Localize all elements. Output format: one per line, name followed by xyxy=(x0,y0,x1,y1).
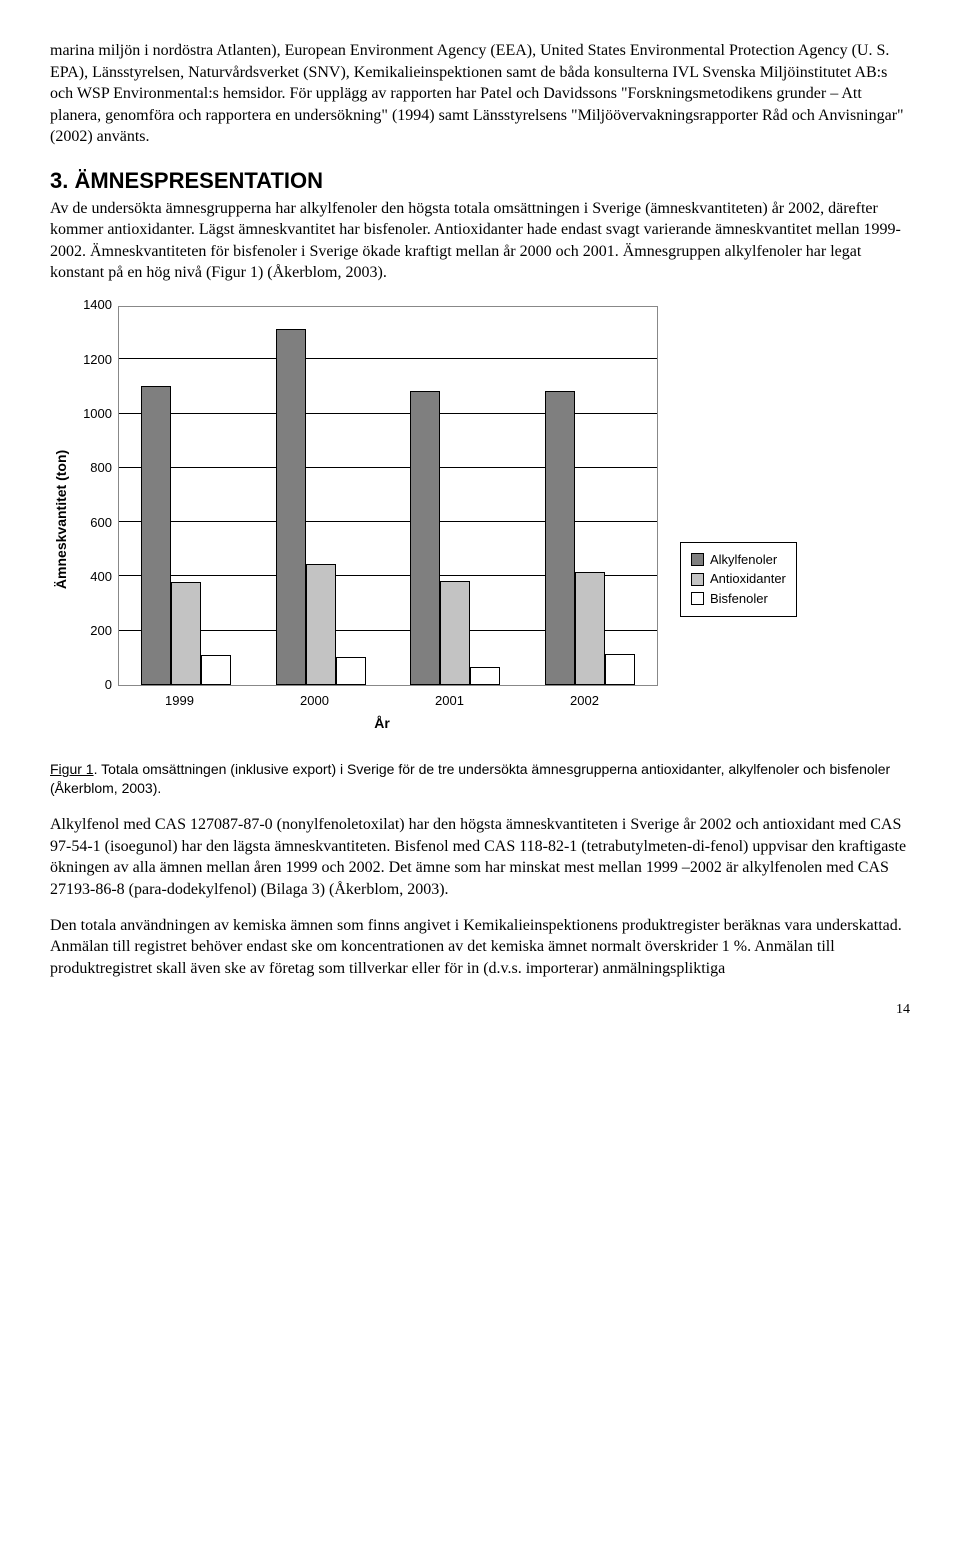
legend-label: Antioxidanter xyxy=(710,570,786,588)
bar xyxy=(575,572,605,685)
section-heading: 3. ÄMNESPRESENTATION xyxy=(50,166,910,196)
legend-swatch xyxy=(691,592,704,605)
legend-item: Antioxidanter xyxy=(691,570,786,588)
after-paragraph-1: Alkylfenol med CAS 127087-87-0 (nonylfen… xyxy=(50,814,910,900)
bar xyxy=(410,391,440,686)
x-axis-ticks: 1999200020012002 xyxy=(112,686,652,710)
legend-label: Alkylfenoler xyxy=(710,551,777,569)
legend-swatch xyxy=(691,553,704,566)
plot-area xyxy=(118,306,658,686)
bar-group xyxy=(254,307,389,685)
heading-paragraph: Av de undersökta ämnesgrupperna har alky… xyxy=(50,198,910,284)
chart-container: Ämneskvantitet (ton) 1400120010008006004… xyxy=(50,306,910,732)
bar xyxy=(171,582,201,685)
bar xyxy=(276,329,306,685)
caption-prefix: Figur 1 xyxy=(50,761,94,777)
page-number: 14 xyxy=(50,1001,910,1020)
bar xyxy=(440,581,470,686)
bar xyxy=(545,391,575,686)
caption-body: . Totala omsättningen (inklusive export)… xyxy=(50,761,890,796)
after-paragraph-2: Den totala användningen av kemiska ämnen… xyxy=(50,915,910,980)
bar xyxy=(470,667,500,685)
x-axis-label: År xyxy=(112,714,652,733)
chart-legend: AlkylfenolerAntioxidanter Bisfenoler xyxy=(680,542,797,617)
bar-group xyxy=(388,307,523,685)
bar xyxy=(306,564,336,685)
bar xyxy=(605,654,635,685)
bar xyxy=(141,386,171,685)
legend-item: Alkylfenoler xyxy=(691,551,786,569)
legend-swatch xyxy=(691,573,704,586)
figure-caption: Figur 1. Totala omsättningen (inklusive … xyxy=(50,760,910,798)
bar xyxy=(201,655,231,685)
legend-item: Bisfenoler xyxy=(691,590,786,608)
bar-group xyxy=(523,307,658,685)
intro-paragraph: marina miljön i nordöstra Atlanten), Eur… xyxy=(50,40,910,148)
y-axis-label: Ämneskvantitet (ton) xyxy=(50,306,74,732)
bar-group xyxy=(119,307,254,685)
legend-label: Bisfenoler xyxy=(710,590,768,608)
y-axis-ticks: 1400120010008006004002000 xyxy=(74,306,118,686)
bar xyxy=(336,657,366,686)
